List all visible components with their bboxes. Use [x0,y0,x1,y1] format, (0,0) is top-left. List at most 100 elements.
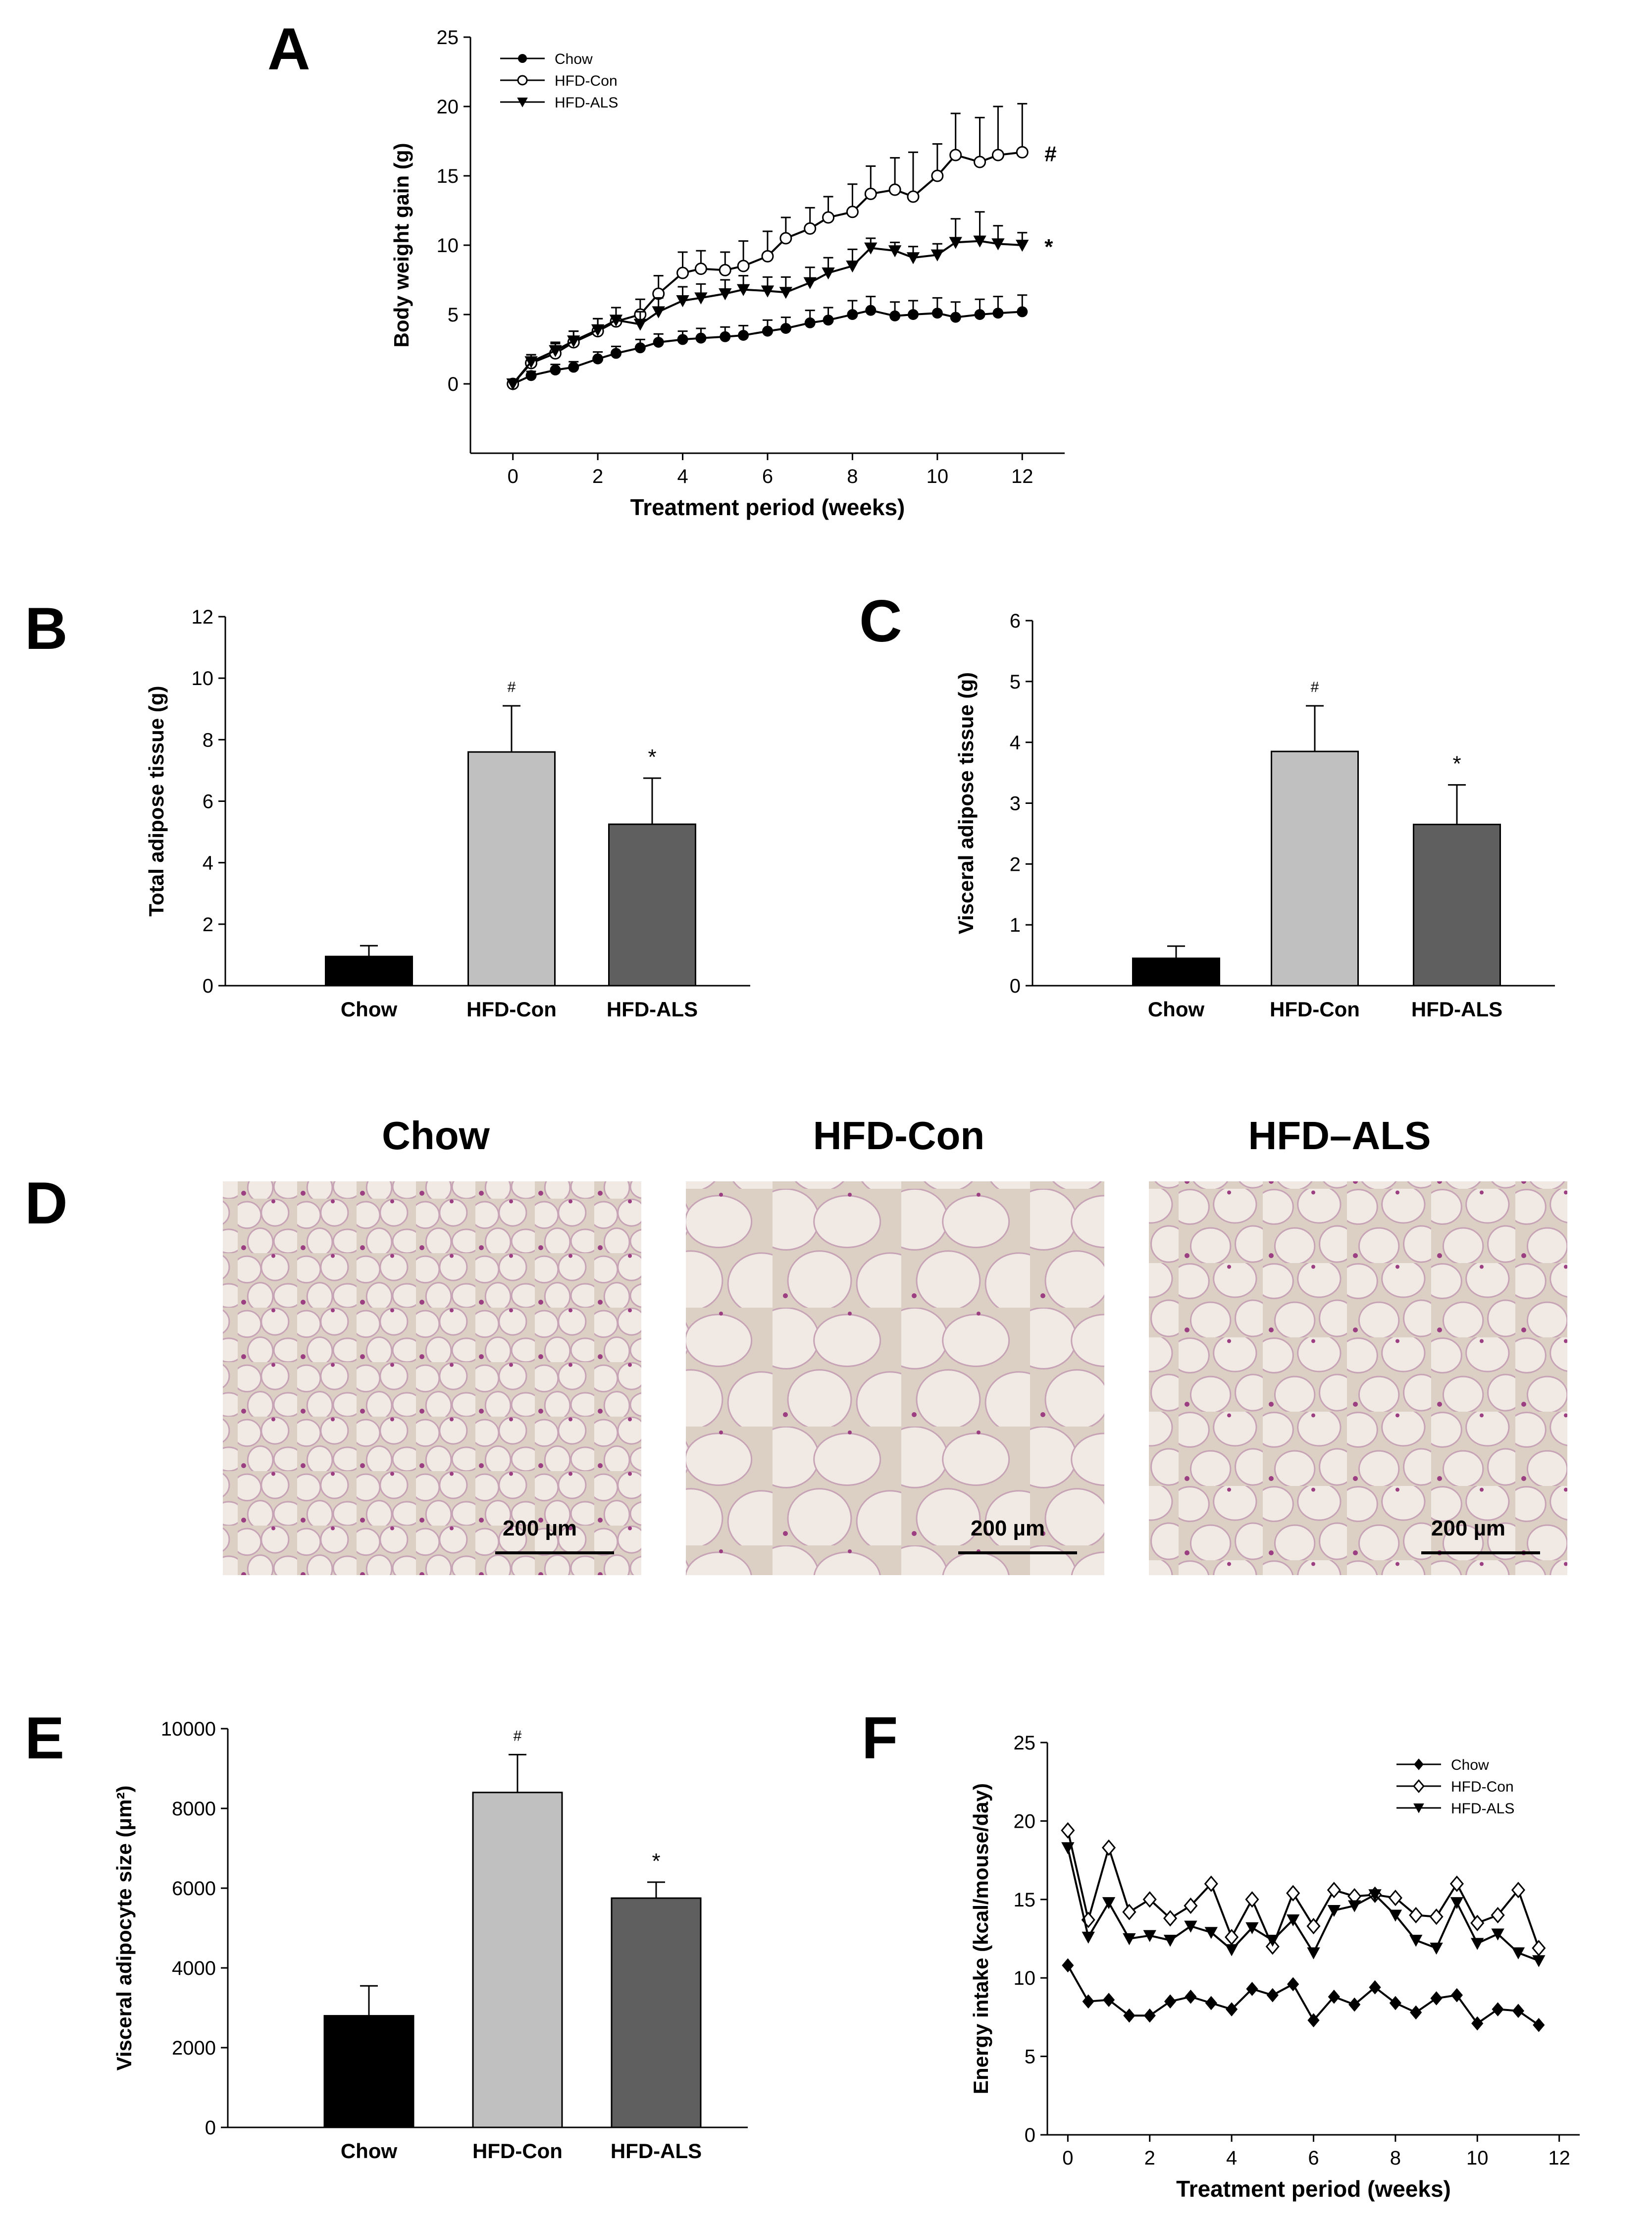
y-tick-label: 20 [1014,1810,1036,1832]
line-chart-panel-a: 0 5 10 15 20 25 0 2 4 6 8 10 12 Body weight gain (g) T… [390,27,1065,520]
x-tick-label: 0 [1062,2147,1073,2169]
data-point [1143,1930,1156,1942]
data-point [738,330,749,341]
line-chart-panel-f: 0 5 10 15 20 25 0 2 4 6 8 10 12 Energy intake (kcal/m… [969,1732,1580,2202]
data-point [1307,2013,1320,2028]
data-point [761,250,774,263]
x-tick-label: 4 [1226,2147,1237,2169]
y-tick-label: 0 [1025,2124,1035,2146]
series-line [512,151,1023,385]
data-point [864,187,877,200]
y-tick-label: 15 [437,165,459,187]
data-point [1204,1875,1218,1892]
significance-marker: # [1311,679,1319,695]
x-tick-label: 6 [762,466,773,487]
x-tick-label: 6 [1308,2147,1319,2169]
data-point [1430,1943,1443,1955]
data-point [974,156,986,168]
data-point [1102,1993,1115,2007]
data-point [1450,1897,1464,1909]
significance-marker: * [1452,752,1461,776]
x-tick-label: 8 [847,466,858,487]
data-point [720,331,731,342]
data-point [567,335,580,348]
data-point [1327,1905,1341,1917]
data-point [1369,1980,1381,1995]
y-tick-label: 4000 [172,1958,216,1979]
data-point [695,332,707,344]
significance-marker: * [652,1849,660,1873]
data-point [611,348,621,359]
y-tick-label: 10 [192,668,214,689]
y-axis-title: Total adipose tissue (g) [145,686,168,917]
y-tick-label: 20 [437,96,459,118]
data-point [1348,1997,1361,2012]
data-point [525,370,537,381]
y-tick-label: 4 [203,852,213,874]
data-point [804,317,816,328]
y-tick-label: 1 [1010,914,1021,936]
data-point [780,323,791,334]
data-point [1123,2008,1136,2023]
x-tick-label: 12 [1011,466,1033,487]
data-point [1471,2016,1484,2031]
x-tick-label: 10 [927,466,949,487]
series-line [1067,1847,1540,1962]
legend-label: HFD-ALS [555,95,618,111]
significance-marker: # [514,1728,522,1744]
data-point [931,169,944,182]
y-tick-label: 25 [1014,1732,1036,1754]
micrograph-panel: Chow HFD-Con HFD–ALS 200 µm 200 µm 200 µ… [223,1113,1567,1575]
data-point [694,263,707,275]
data-point [1163,1910,1178,1927]
legend-label: Chow [555,51,593,67]
y-tick-label: 3 [1010,793,1021,815]
y-axis-title: Visceral adipose tissue (g) [954,672,978,934]
data-point [1532,1940,1546,1957]
x-tick-label: 4 [677,466,688,487]
y-tick-label: 25 [437,27,459,49]
bar [467,751,556,987]
data-point [634,342,646,354]
bar [1132,957,1220,987]
data-point [518,54,527,63]
x-axis-title: Treatment period (weeks) [630,494,905,520]
data-point [803,277,817,289]
data-point [950,312,961,323]
legend-label: Chow [1451,1757,1489,1773]
y-tick-label: 2 [1010,853,1021,875]
scale-bar-label-hfd-als: 200 µm [1431,1516,1505,1540]
data-point [1492,2002,1504,2016]
data-point [1184,1920,1197,1933]
data-point [1470,1914,1485,1931]
significance-marker: * [648,745,656,769]
series-line [1067,1964,1540,2026]
x-axis-title: Treatment period (weeks) [1176,2176,1451,2202]
data-point [779,232,792,245]
series-hfd-als [506,211,1029,391]
y-tick-label: 10000 [161,1718,216,1740]
category-label: HFD-ALS [607,998,698,1021]
legend-label: HFD-ALS [1451,1800,1514,1817]
data-point [1266,1988,1279,2003]
data-point [1017,306,1028,318]
micrograph-title-hfd-als: HFD–ALS [1248,1113,1431,1158]
x-tick-label: 10 [1466,2147,1489,2169]
bar [472,1792,563,2128]
data-point [524,356,538,369]
y-axis-title: Visceral adipocyte size (μm²) [112,1786,136,2071]
data-point [779,287,793,299]
data-point [864,242,878,255]
data-point [1328,1989,1340,2004]
y-tick-label: 0 [205,2117,216,2139]
data-point [506,378,519,391]
panel-label-a: A [267,16,310,82]
data-point [1449,1875,1464,1892]
y-tick-label: 0 [448,373,459,395]
data-point [1061,1842,1075,1854]
data-point [823,315,834,326]
y-axis-title: Energy intake (kcal/mouse/day) [969,1783,992,2094]
data-point [1164,1994,1177,2009]
data-point [1286,1885,1300,1902]
